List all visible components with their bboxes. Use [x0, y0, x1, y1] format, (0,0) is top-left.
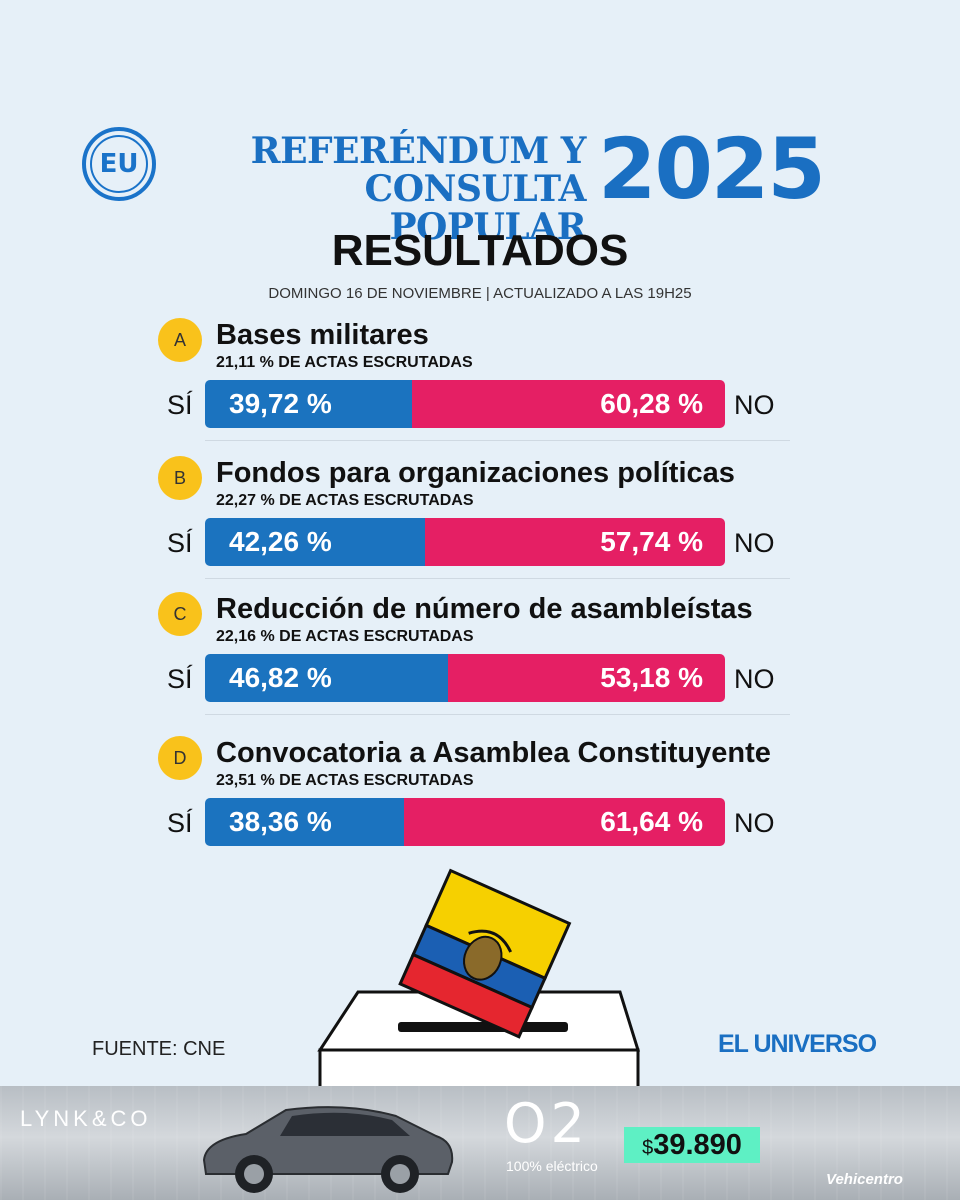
si-label: SÍ — [167, 808, 193, 838]
coat-of-arms-icon — [463, 935, 503, 981]
bar-si-segment: 42,26 % — [205, 518, 425, 566]
no-value-label: 61,64 % — [600, 806, 703, 837]
question-title: Reducción de número de asambleístas — [216, 593, 753, 625]
question-row: B Fondos para organizaciones políticas 22,… — [0, 456, 960, 586]
ad-dealer-logo: Vehicentro — [826, 1171, 903, 1188]
question-scrutiny: 23,51 % DE ACTAS ESCRUTADAS — [216, 772, 474, 789]
bar-no-segment: 57,74 % — [424, 518, 725, 566]
row-divider — [205, 440, 790, 441]
source-label: FUENTE: CNE — [92, 1038, 226, 1060]
title-year: 2025 — [598, 120, 826, 218]
row-divider — [205, 714, 790, 715]
question-letter-badge: D — [158, 736, 202, 780]
bar-si-segment: 46,82 % — [205, 654, 449, 702]
question-letter-badge: C — [158, 592, 202, 636]
eu-logo-text: EU — [90, 135, 148, 193]
bar-no-segment: 53,18 % — [448, 654, 725, 702]
question-title: Fondos para organizaciones políticas — [216, 457, 735, 489]
main-title: REFERÉNDUM Y CONSULTA POPULAR — [176, 130, 587, 248]
question-scrutiny: 22,27 % DE ACTAS ESCRUTADAS — [216, 492, 474, 509]
si-value-label: 42,26 % — [229, 526, 332, 557]
bar-si-segment: 39,72 % — [205, 380, 412, 428]
question-row: A Bases militares 21,11 % DE ACTAS ESCRUTA… — [0, 318, 960, 448]
eu-logo: EU — [82, 127, 156, 201]
result-bar: 42,26 % 57,74 % — [205, 518, 725, 566]
question-scrutiny: 21,11 % DE ACTAS ESCRUTADAS — [216, 354, 473, 371]
ad-model-name: O2 — [504, 1092, 589, 1155]
question-title: Bases militares — [216, 319, 429, 351]
ballot-box-illustration — [317, 868, 641, 1088]
no-value-label: 60,28 % — [600, 388, 703, 419]
title-line-1: REFERÉNDUM Y — [250, 130, 587, 172]
question-letter-badge: B — [158, 456, 202, 500]
no-label: NO — [734, 528, 775, 558]
bar-si-segment: 38,36 % — [205, 798, 405, 846]
question-letter-badge: A — [158, 318, 202, 362]
ecuador-ballot — [398, 868, 572, 1039]
no-value-label: 53,18 % — [600, 662, 703, 693]
result-bar: 39,72 % 60,28 % — [205, 380, 725, 428]
car-image — [202, 1106, 454, 1193]
no-label: NO — [734, 664, 775, 694]
publisher-logo[interactable]: EL UNIVERSO — [718, 1030, 877, 1058]
no-label: NO — [734, 390, 775, 420]
ad-brand-logo: LYNK&CO — [20, 1106, 152, 1131]
ad-tagline: 100% eléctrico — [506, 1158, 598, 1174]
row-divider — [205, 578, 790, 579]
question-row: D Convocatoria a Asamblea Constituyente 23… — [0, 736, 960, 866]
si-value-label: 39,72 % — [229, 388, 332, 419]
si-label: SÍ — [167, 664, 193, 694]
bar-no-segment: 61,64 % — [404, 798, 725, 846]
question-scrutiny: 22,16 % DE ACTAS ESCRUTADAS — [216, 628, 474, 645]
no-label: NO — [734, 808, 775, 838]
si-value-label: 38,36 % — [229, 806, 332, 837]
title-line-2: CONSULTA POPULAR — [364, 168, 587, 248]
si-label: SÍ — [167, 390, 193, 420]
si-value-label: 46,82 % — [229, 662, 332, 693]
result-bar: 38,36 % 61,64 % — [205, 798, 725, 846]
question-row: C Reducción de número de asambleístas 22,1… — [0, 592, 960, 722]
ballot-slot — [398, 1022, 568, 1032]
advertisement-banner[interactable]: LYNK&CO O2 100% eléctrico $39.890 Vehice… — [0, 1086, 960, 1200]
ad-price-badge: $39.890 — [624, 1127, 760, 1163]
bar-no-segment: 60,28 % — [411, 380, 725, 428]
ballot-box-front — [318, 1048, 640, 1088]
question-title: Convocatoria a Asamblea Constituyente — [216, 737, 771, 769]
results-heading: RESULTADOS — [331, 226, 629, 275]
no-value-label: 57,74 % — [600, 526, 703, 557]
si-label: SÍ — [167, 528, 193, 558]
result-bar: 46,82 % 53,18 % — [205, 654, 725, 702]
dateline: DOMINGO 16 DE NOVIEMBRE | ACTUALIZADO A … — [268, 285, 692, 302]
